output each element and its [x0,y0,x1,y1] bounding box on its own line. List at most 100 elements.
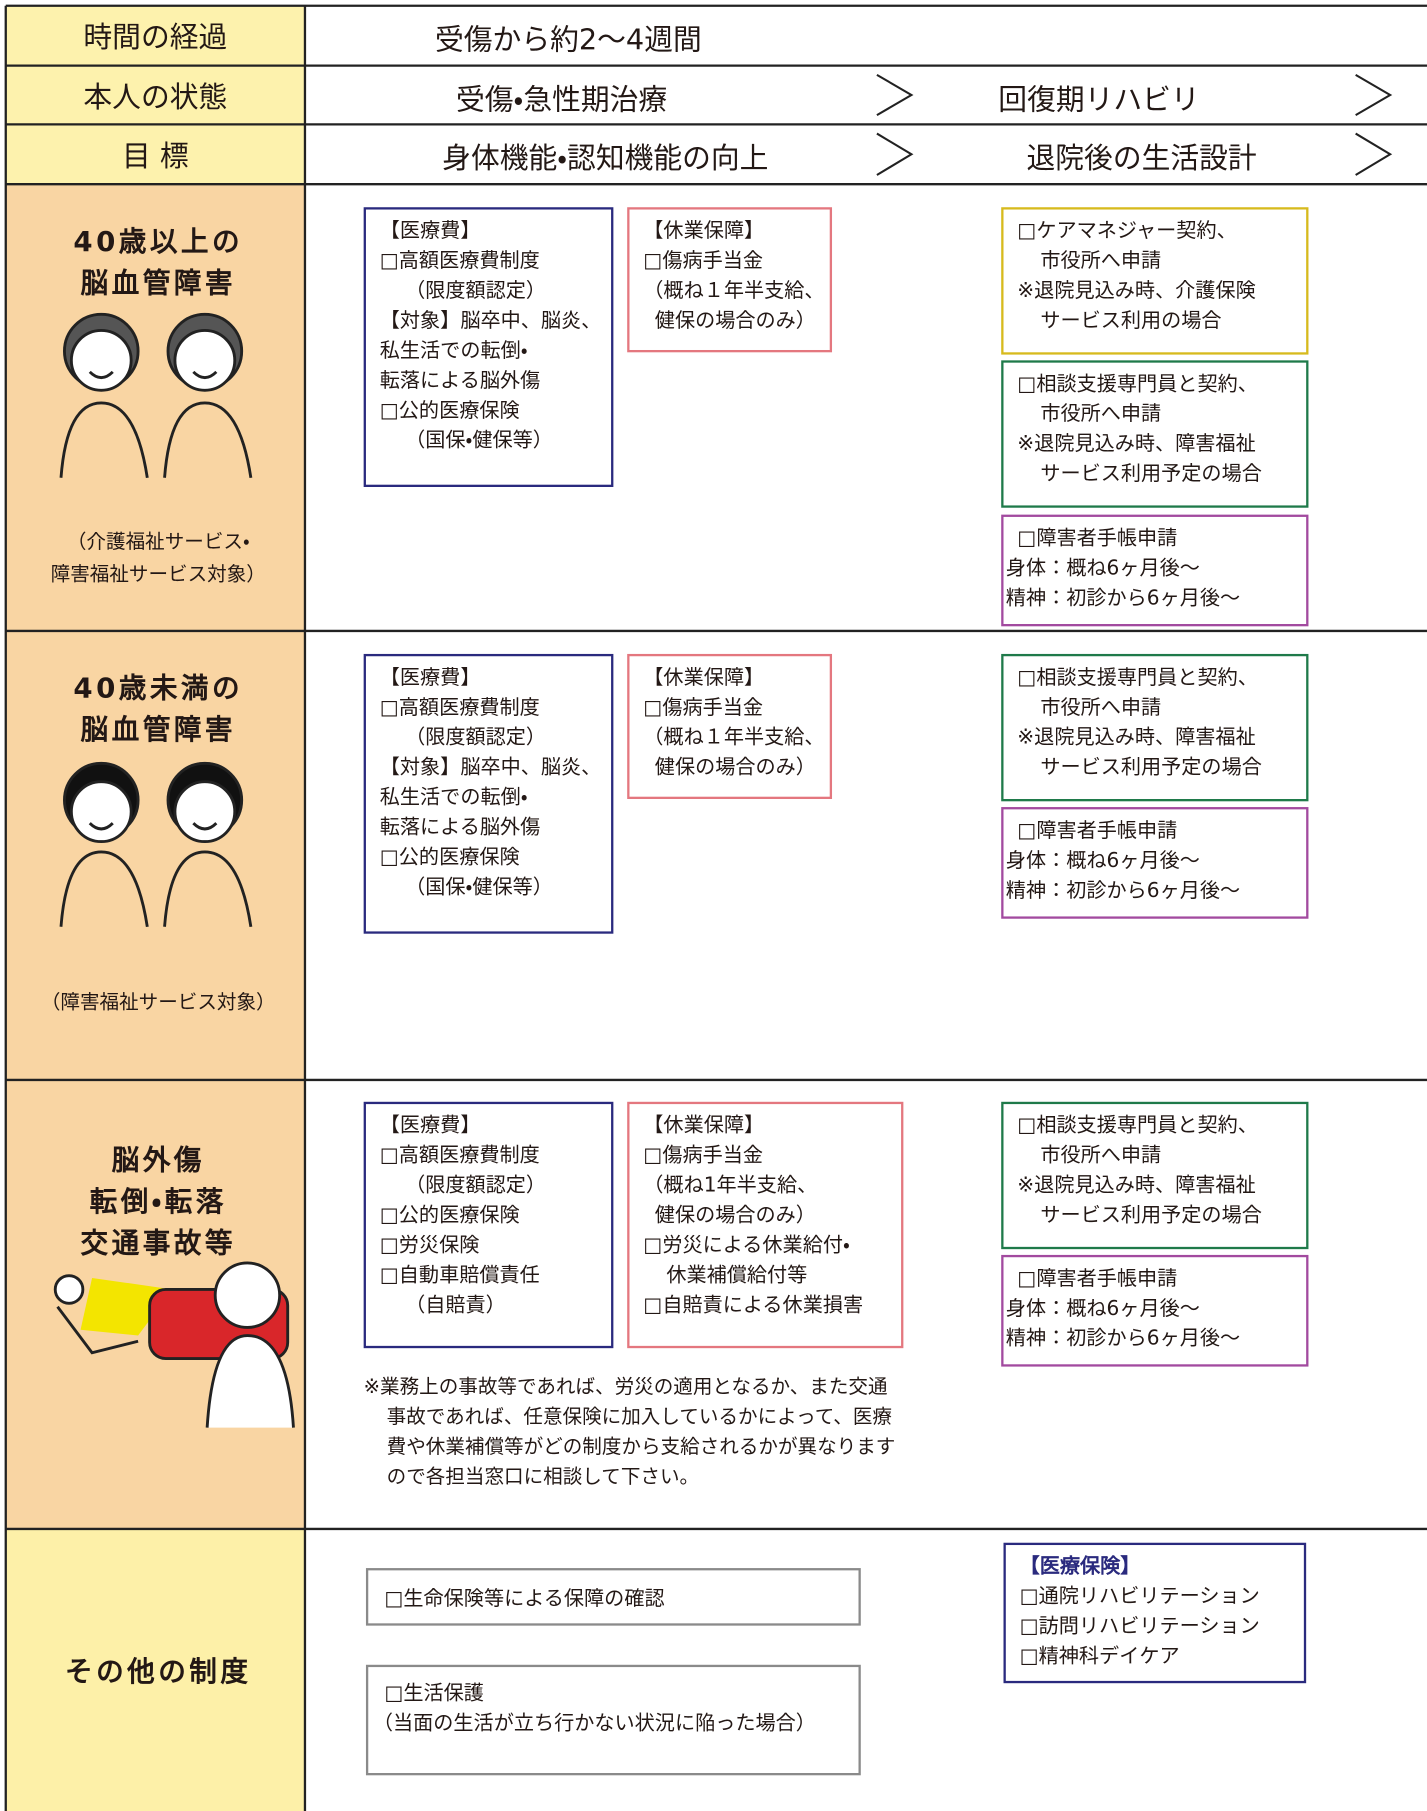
box-line: 精神：初診から6ヶ月後～ [1005,1327,1241,1351]
box-line: □訪問リハビリテーション [1019,1615,1260,1639]
box-line: □生活保護 [384,1682,484,1706]
info-box: 【休業保障】 □傷病手当金 （概ね１年半支給、 健保の場合のみ） [627,653,833,800]
box-line: □公的医療保険 [379,399,520,423]
box-line: 【医療費】 [379,666,481,690]
box-line: □生命保険等による保障の確認 [384,1587,665,1611]
chevron [1355,73,1393,117]
box-line: □労災保険 [379,1234,480,1258]
box-line: □通院リハビリテーション [1019,1585,1260,1609]
box-line: 健保の場合のみ） [654,756,816,780]
box-line: （当面の生活が立ち行かない状況に陥った場合） [372,1711,816,1736]
box-line: 健保の場合のみ） [654,1204,816,1228]
header-label-bg [5,65,305,125]
info-box: 【休業保障】 □傷病手当金 （概ね１年半支給、 健保の場合のみ） [627,207,833,353]
box-line: サービス利用の場合 [1040,309,1222,333]
box-line: 【休業保障】 [643,666,765,690]
box-line: サービス利用予定の場合 [1040,462,1262,486]
box-line: □労災による休業給付・ [643,1234,850,1258]
box-line: 【対象】脳卒中、脳炎、 [379,756,602,780]
box-line: □自賠責による休業損害 [643,1294,864,1318]
info-box: □ケアマネジャー契約、 市役所へ申請 ※退院見込み時、介護保険 サービス利用の場合 [1001,207,1309,355]
box-line: □障害者手帳申請 [1017,1267,1178,1291]
illustration [53,1261,295,1428]
section-title: 交通事故等 [80,1227,236,1260]
info-box: □生命保険等による保障の確認 [365,1568,861,1626]
box-line: □精神科デイケア [1019,1645,1180,1669]
section-note: （介護福祉サービス・ [66,530,250,554]
box-line: 【医療費】 [379,1114,481,1138]
box-line: 身体：概ね6ヶ月後～ [1005,849,1200,873]
box-line: （国保・健保等） [405,876,553,900]
header-label: 本人の状態 [83,80,228,114]
box-line: □相談支援専門員と契約、 [1017,373,1258,397]
info-box: □相談支援専門員と契約、市役所へ申請 ※退院見込み時、障害福祉サービス利用予定の場… [1001,360,1309,508]
box-line: □高額医療費制度 [379,249,540,273]
box-line: 精神：初診から6ヶ月後～ [1005,587,1241,611]
section-label-bg [5,630,305,1080]
header-label-bg [5,124,305,185]
box-line: □高額医療費制度 [379,696,540,720]
box-line: 転落による脳外傷 [379,369,541,393]
box-line: サービス利用予定の場合 [1040,1204,1262,1228]
section-label-bg [5,1528,305,1811]
box-line: □高額医療費制度 [379,1144,540,1168]
box-line: （概ね1年半支給、 [643,1174,818,1198]
chevron [1355,132,1393,176]
box-line: 転落による脳外傷 [379,816,541,840]
box-line: 【休業保障】 [643,219,765,243]
box-line: 身体：概ね6ヶ月後～ [1005,557,1200,581]
header-cell: 回復期リハビリ [998,82,1200,117]
box-line: 健保の場合のみ） [654,309,816,333]
box-line: □公的医療保険 [379,846,520,870]
remark-line: ので各担当窓口に相談して下さい。 [386,1465,700,1489]
section-title: 脳血管障害 [80,713,236,747]
box-line: 市役所へ申請 [1040,249,1162,273]
box-line: □傷病手当金 [643,696,764,720]
section-title: 40歳以上の [73,225,244,258]
box-line: □公的医療保険 [379,1204,520,1228]
header-cell: 退院後の生活設計 [1026,141,1257,175]
header-label: 時間の経過 [83,20,228,55]
box-line: 精神：初診から6ヶ月後～ [1005,879,1241,903]
box-line: （限度額認定） [405,1174,547,1198]
info-box: □相談支援専門員と契約、 市役所へ申請 ※退院見込み時、障害福祉 サービス利用予定の場… [1001,1101,1309,1250]
info-box: 【医療費】 □高額医療費制度 （限度額認定） □公的医療保険 □労災保険 □自動車賠償責任… [363,1101,614,1349]
header-cell: 身体機能・認知機能の向上 [442,141,769,175]
box-line: □自動車賠償責任 [379,1264,540,1288]
info-box: □障害者手帳申請 身体：概ね6ヶ月後～ 精神：初診から6ヶ月後～ [1001,514,1309,627]
box-line: 【休業保障】 [643,1114,765,1138]
box-line: 市役所へ申請 [1040,402,1162,426]
box-line: 市役所へ申請 [1040,696,1162,720]
info-box: 【休業保障】 □傷病手当金 （概ね1年半支給、 健保の場合のみ） □労災による休業給付・… [627,1101,904,1349]
section-title: その他の制度 [65,1655,252,1688]
box-line: □障害者手帳申請 [1017,819,1178,843]
section-title: 脳血管障害 [80,267,236,300]
info-box: □相談支援専門員と契約、 市役所へ申請 ※退院見込み時、障害福祉 サービス利用予定の場… [1001,653,1309,802]
box-line: □相談支援専門員と契約、 [1017,666,1258,690]
box-line: （限度額認定） [405,279,547,303]
info-box: 【医療費】 □高額医療費制度 （限度額認定） 【対象】脳卒中、脳炎、 私生活での転倒・転… [363,653,614,934]
box-line: □傷病手当金 [643,249,764,273]
remark-line: 事故であれば、任意保険に加入しているかによって、医療 [386,1405,892,1429]
section-title: 転倒・転落 [89,1185,227,1219]
illustration [59,761,253,928]
remark-line: 費や休業補償等がどの制度から支給されるかが異なります [386,1435,896,1459]
box-line: ※退院見込み時、障害福祉 [1017,432,1256,456]
box-line: （概ね１年半支給、 [643,726,825,750]
illustration [59,312,253,479]
info-box: 【医療保険】 □通院リハビリテーション □訪問リハビリテーション □精神科デイケア [1003,1542,1307,1684]
box-line: 【医療費】 [379,219,481,243]
header-cell: 受傷・急性期治療 [455,82,668,117]
chevron [876,73,914,117]
section-note: （障害福祉サービス対象） [40,991,276,1015]
section-label-bg [5,184,305,631]
remark-line: ※業務上の事故等であれば、労災の適用となるか、また交通 [363,1375,888,1399]
box-line: □ケアマネジャー契約、 [1017,219,1237,243]
info-box: □障害者手帳申請身体：概ね6ヶ月後～ 精神：初診から6ヶ月後～ [1001,1254,1309,1367]
box-line: サービス利用予定の場合 [1040,756,1262,780]
info-box: □障害者手帳申請身体：概ね6ヶ月後～ 精神：初診から6ヶ月後～ [1001,807,1309,919]
box-line: 【対象】脳卒中、脳炎、 [379,309,602,333]
box-line: （概ね１年半支給、 [643,279,825,303]
box-line: 身体：概ね6ヶ月後～ [1005,1297,1200,1321]
